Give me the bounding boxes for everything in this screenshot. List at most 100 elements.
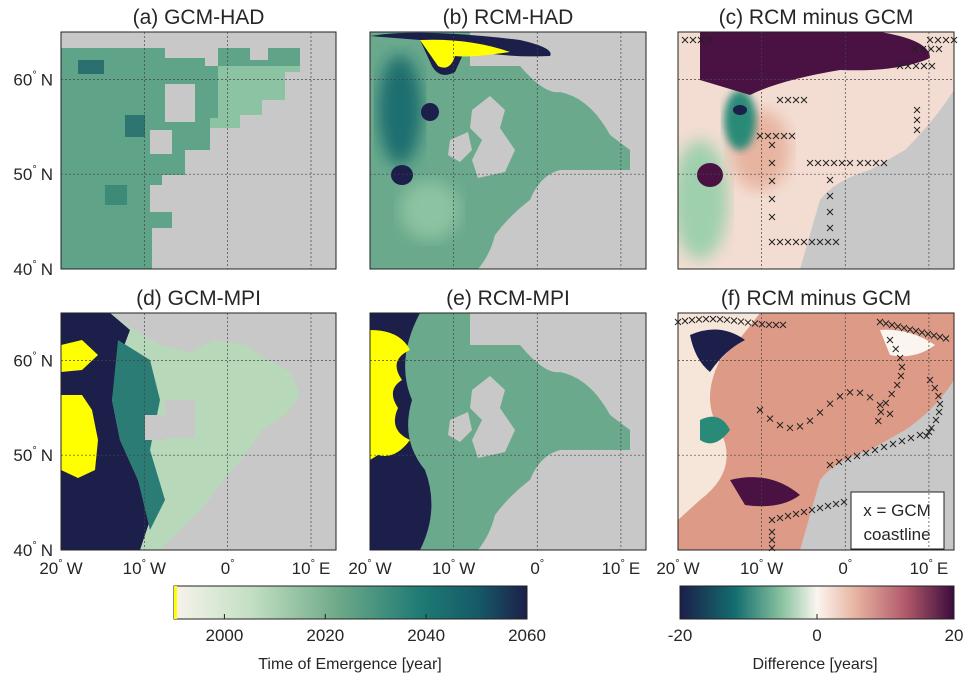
coastline-x-mark (886, 410, 894, 418)
colorbar-tick-label: 20 (945, 626, 964, 645)
coastline-x-mark (882, 320, 890, 327)
coastline-x-mark (930, 332, 938, 339)
axes-frame-a (60, 31, 337, 270)
lat-tick-label: 40° N (13, 259, 53, 279)
lon-tick-suffix: E (319, 559, 330, 578)
deg-symbol: ° (540, 558, 544, 570)
coastline-x-mark (907, 434, 915, 442)
coastline-x-mark (784, 512, 792, 520)
lon-tick-value: 20 (39, 559, 58, 578)
coastline-x-mark (856, 389, 864, 397)
coastline-x-mark (681, 36, 689, 44)
coastline-x-mark (835, 458, 843, 466)
coastline-x-mark (709, 315, 717, 323)
coastline-x-mark (808, 238, 816, 246)
deg-symbol: ° (32, 540, 36, 552)
coastline-x-mark (776, 421, 784, 429)
panel-title-d: (d) GCM-MPI (136, 287, 261, 310)
yellow-region-e (370, 330, 410, 460)
coastline-x-mark (826, 176, 834, 184)
diff-eddy-c2 (733, 105, 747, 115)
coastline-x-mark (844, 455, 852, 463)
diff-eddy-c1 (697, 163, 723, 187)
legend-box-frame (850, 491, 945, 550)
lat-tick-suffix: N (41, 70, 53, 89)
land-uk-b (470, 96, 515, 178)
ocean-deep-b (378, 55, 422, 165)
coastline-x-mark (918, 329, 926, 336)
coastline-x-mark (702, 315, 710, 323)
coastline-x-mark (913, 106, 921, 114)
gcm-coastline-marks-c (681, 36, 958, 246)
lon-tick-suffix: W (684, 559, 700, 578)
deg-symbol: ° (311, 558, 315, 570)
coastline-x-mark (864, 159, 872, 167)
coastline-x-mark (824, 502, 832, 510)
gcm-coastline-marks-f (674, 315, 950, 552)
lat-tick-value: 50 (13, 165, 32, 184)
lon-tick-label: 0° (838, 558, 852, 578)
panel-titles: (a) GCM-HAD (b) RCM-HAD (c) RCM minus GCM (… (133, 6, 914, 310)
coastline-x-mark (806, 159, 814, 167)
coastline-x-mark (705, 36, 713, 44)
coastline-x-mark (932, 416, 940, 424)
ocean-shelf-a (210, 66, 300, 128)
coastline-x-mark (840, 498, 848, 506)
coastline-x-mark (756, 406, 764, 414)
coastline-x-mark (768, 528, 776, 536)
coastline-x-mark (880, 443, 888, 451)
coastline-x-mark (826, 224, 834, 232)
coastline-x-mark (826, 400, 834, 408)
coastline-x-mark (716, 315, 724, 323)
coastline-x-mark (925, 428, 933, 436)
ocean-shelf-b (400, 180, 460, 240)
colorbar-diff-ticks: -20 0 20 (668, 614, 964, 645)
axes-frame-e (369, 312, 647, 551)
colorbar-toe: 2000 2020 2040 2060 Time of Emergence [year… (173, 585, 546, 673)
legend-line-1: x = GCM (863, 501, 931, 520)
coastline-x-mark (874, 417, 882, 425)
deg-symbol: ° (32, 69, 36, 81)
yellow-region-b (420, 39, 510, 68)
axes-frame-c (677, 31, 955, 270)
coastline-x-mark (876, 401, 884, 409)
coastline-x-mark (816, 409, 824, 416)
lat-tick-label: 50° N (13, 164, 53, 184)
coastline-x-mark (768, 536, 776, 544)
lon-tick-label: 10° W (123, 558, 166, 578)
lat-tick-label: 50° N (13, 445, 53, 465)
land-ireland-e (448, 412, 472, 442)
land-iceland-a (165, 40, 179, 48)
coastline-x-mark (856, 159, 864, 167)
coastline-x-mark (904, 62, 912, 70)
panel-title-f: (f) RCM minus GCM (721, 287, 911, 310)
deep-patch-a3 (105, 185, 127, 205)
coastline-x-mark (853, 452, 861, 460)
land-uk-a (165, 84, 195, 122)
coastline-x-mark (896, 354, 904, 362)
colorbar-tick-label: 2000 (206, 626, 244, 645)
coastline-x-mark (768, 195, 776, 203)
gridlines (61, 32, 954, 550)
coastline-x-mark (824, 238, 832, 246)
coastline-x-mark (880, 159, 888, 167)
coastline-x-mark (838, 159, 846, 167)
coastline-x-mark (832, 238, 840, 246)
deg-symbol: ° (759, 558, 763, 570)
coastline-x-mark (776, 96, 784, 104)
eddy-b1 (391, 165, 413, 185)
lon-tick-suffix: W (150, 559, 166, 578)
coastline-x-mark (681, 317, 689, 325)
lon-tick-value: 0 (221, 559, 230, 578)
coastline-x-mark (764, 132, 772, 140)
coastline-x-mark (723, 316, 731, 324)
coastline-x-mark (822, 159, 830, 167)
coastline-x-mark (792, 96, 800, 104)
lon-tick-value: 0 (838, 559, 847, 578)
coastline-x-mark (889, 440, 897, 448)
lon-tick-label: 10° E (602, 558, 641, 578)
coastline-x-mark (934, 36, 942, 44)
coastline-x-mark (926, 376, 934, 384)
lon-tick-value: 0 (530, 559, 539, 578)
coastline-x-mark (920, 62, 928, 70)
